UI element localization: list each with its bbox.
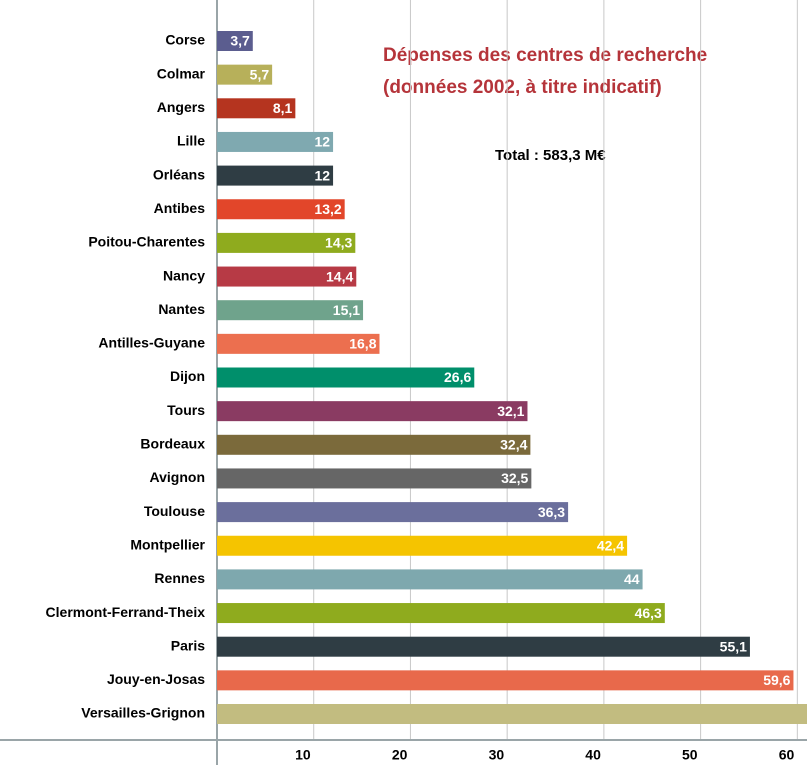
value-label: 42,4 [597,537,624,553]
bar [217,367,475,388]
bar [217,401,528,422]
x-tick-label: 10 [295,747,311,763]
y-tick-label: Nantes [158,301,205,317]
bar [217,502,569,523]
bar [217,670,794,691]
bar [217,333,380,354]
bar [217,31,253,51]
y-tick-label: Angers [157,99,205,115]
bar [217,131,334,152]
value-label: 3,7 [230,33,250,49]
chart-title-line: (données 2002, à titre indicatif) [383,77,662,98]
y-tick-label: Colmar [157,65,206,81]
y-tick-label: Lille [177,133,205,149]
chart-title-line: Dépenses des centres de recherche [383,45,707,66]
value-label: 55,1 [720,638,747,654]
x-tick-label: 20 [392,747,408,763]
x-tick-label: 60 [779,747,795,763]
y-tick-label: Corse [165,32,205,48]
x-tick-label: 50 [682,747,698,763]
y-tick-label: Nancy [163,267,205,283]
value-label: 46,3 [635,605,662,621]
y-tick-label: Antilles-Guyane [98,335,205,351]
bar [217,603,665,624]
y-tick-label: Montpellier [130,536,205,552]
bar [217,468,532,489]
value-label: 15,1 [333,302,360,318]
y-tick-label: Rennes [154,570,205,586]
y-tick-label: Clermont-Ferrand-Theix [46,604,206,620]
value-label: 32,5 [501,470,528,486]
bar [217,64,273,85]
y-tick-label: Avignon [150,469,205,485]
value-label: 12 [314,167,330,183]
value-label: 13,2 [314,201,341,217]
value-label: 44 [624,571,640,587]
x-tick-label: 40 [585,747,601,763]
value-label: 32,4 [500,437,527,453]
value-label: 32,1 [497,403,524,419]
x-tick-label: 30 [489,747,505,763]
bar [217,98,296,119]
y-tick-label: Orléans [153,166,205,182]
y-tick-label: Tours [167,402,205,418]
value-label: 12 [314,134,330,150]
y-tick-label: Jouy-en-Josas [107,671,205,687]
annotation: Total : 583,3 M€ [495,147,606,164]
bar [217,165,334,186]
bar [217,300,364,321]
y-tick-label: Antibes [154,200,206,216]
value-label: 14,4 [326,268,353,284]
y-tick-label: Versailles-Grignon [81,705,205,721]
value-label: 26,6 [444,369,471,385]
y-tick-label: Dijon [170,368,205,384]
y-tick-label: Paris [171,637,205,653]
value-label: 14,3 [325,235,352,251]
bar [217,704,807,724]
bar [217,266,357,287]
y-tick-label: Toulouse [144,503,205,519]
bar [217,569,643,590]
y-tick-label: Poitou-Charentes [88,234,205,250]
value-label: 5,7 [250,66,270,82]
value-label: 8,1 [273,100,293,116]
bar [217,434,531,455]
bar [217,535,628,556]
y-tick-label: Bordeaux [140,436,205,452]
value-label: 16,8 [349,336,376,352]
bar [217,199,345,220]
bar [217,232,356,253]
value-label: 36,3 [538,504,565,520]
value-label: 59,6 [763,672,790,688]
bar [217,636,750,657]
